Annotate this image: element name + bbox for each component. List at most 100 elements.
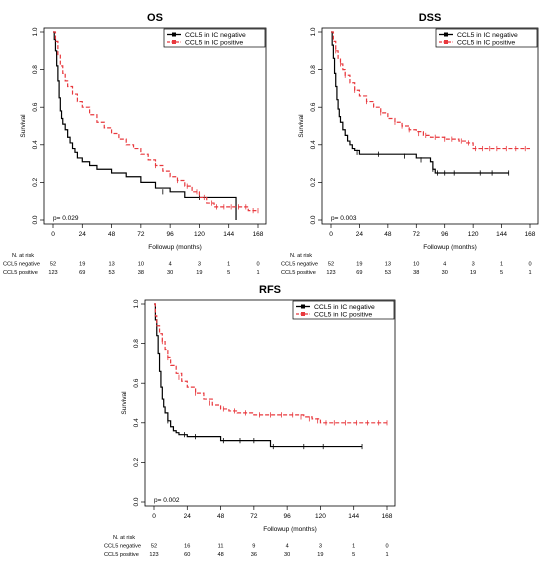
legend-box xyxy=(163,28,266,48)
risk-value: 38 xyxy=(413,270,419,276)
y-tick-label: 0.4 xyxy=(133,418,140,427)
chart-title: RFS xyxy=(259,284,281,296)
x-tick-label: 48 xyxy=(217,513,225,520)
y-tick-label: 0.6 xyxy=(133,378,140,387)
legend-label: CCL5 in IC positive xyxy=(457,39,515,46)
legend-box xyxy=(292,300,395,320)
legend-marker xyxy=(444,32,448,37)
y-axis-label: Survival xyxy=(298,114,305,138)
x-tick-label: 72 xyxy=(250,513,258,520)
legend-marker xyxy=(172,40,176,44)
x-tick-label: 144 xyxy=(348,513,359,520)
risk-value: 19 xyxy=(317,552,323,558)
risk-value: 123 xyxy=(48,270,57,276)
risk-value: 30 xyxy=(167,270,173,276)
risk-value: 10 xyxy=(413,262,419,268)
legend-marker xyxy=(172,32,176,37)
risk-value: 0 xyxy=(385,544,388,550)
survival-curve-positive xyxy=(53,31,258,212)
chart-title: OS xyxy=(147,12,163,24)
risk-value: 4 xyxy=(169,262,172,268)
x-tick-label: 24 xyxy=(79,231,87,238)
risk-row-label: CCL5 negative xyxy=(3,262,40,268)
y-tick-label: 1.0 xyxy=(32,27,39,36)
plot-frame xyxy=(321,27,539,225)
risk-value: 3 xyxy=(472,262,475,268)
x-axis-label: Followup (months) xyxy=(263,526,316,533)
risk-value: 123 xyxy=(149,552,158,558)
y-tick-label: 0.2 xyxy=(133,458,140,467)
risk-value: 36 xyxy=(251,552,257,558)
y-tick-label: 0.6 xyxy=(310,102,317,111)
y-tick-label: 0.8 xyxy=(133,339,140,348)
y-tick-label: 0.8 xyxy=(310,65,317,74)
risk-table-header: N. at risk xyxy=(290,253,312,259)
chart-title: DSS xyxy=(419,12,442,24)
risk-value: 11 xyxy=(218,544,224,550)
x-tick-label: 0 xyxy=(51,231,55,238)
risk-value: 4 xyxy=(286,544,289,550)
km-chart-rfs: RFS 0.0 0.2 0.4 0.6 0.8 1.0 Survival 0 24 48 72 96 12… xyxy=(104,284,396,558)
survival-curve-positive xyxy=(154,303,387,424)
y-tick-label: 0.2 xyxy=(310,178,317,187)
risk-value: 9 xyxy=(252,544,255,550)
x-tick-label: 96 xyxy=(441,231,449,238)
risk-row-label: CCL5 positive xyxy=(104,552,139,558)
risk-value: 5 xyxy=(500,270,503,276)
y-tick-label: 0.4 xyxy=(32,140,39,149)
risk-value: 52 xyxy=(50,262,56,268)
y-axis-label: Survival xyxy=(121,391,128,415)
risk-value: 0 xyxy=(528,262,531,268)
risk-value: 10 xyxy=(138,262,144,268)
risk-value: 52 xyxy=(328,262,334,268)
risk-value: 69 xyxy=(79,270,85,276)
x-tick-label: 96 xyxy=(167,231,175,238)
risk-value: 3 xyxy=(319,544,322,550)
survival-curve-negative xyxy=(331,31,509,174)
legend-label: CCL5 in IC negative xyxy=(314,304,375,311)
risk-value: 1 xyxy=(352,544,355,550)
y-tick-label: 0.0 xyxy=(32,215,39,224)
risk-value: 48 xyxy=(217,552,223,558)
y-tick-label: 0.6 xyxy=(32,102,39,111)
risk-value: 4 xyxy=(443,262,446,268)
y-tick-label: 0.0 xyxy=(133,497,140,506)
p-value: p= 0.003 xyxy=(331,215,357,222)
x-tick-label: 168 xyxy=(253,231,264,238)
x-tick-label: 120 xyxy=(315,513,326,520)
survival-curve-positive xyxy=(331,31,530,150)
legend-marker xyxy=(444,40,448,44)
risk-value: 69 xyxy=(356,270,362,276)
y-tick-label: 0.8 xyxy=(32,65,39,74)
risk-value: 13 xyxy=(385,262,391,268)
x-tick-label: 24 xyxy=(356,231,364,238)
risk-value: 123 xyxy=(326,270,335,276)
legend-label: CCL5 in IC positive xyxy=(185,39,243,46)
p-value: p= 0.002 xyxy=(154,497,180,504)
legend-marker xyxy=(301,312,305,316)
survival-curve-negative xyxy=(53,31,237,220)
x-tick-label: 72 xyxy=(137,231,145,238)
risk-value: 1 xyxy=(256,270,259,276)
risk-value: 52 xyxy=(151,544,157,550)
risk-value: 19 xyxy=(196,270,202,276)
legend-label: CCL5 in IC positive xyxy=(314,311,372,318)
x-axis-label: Followup (months) xyxy=(148,244,201,251)
x-tick-label: 48 xyxy=(108,231,116,238)
y-tick-label: 0.4 xyxy=(310,140,317,149)
risk-value: 1 xyxy=(385,552,388,558)
p-value: p= 0.029 xyxy=(53,215,79,222)
x-tick-label: 168 xyxy=(525,231,536,238)
x-tick-label: 48 xyxy=(384,231,392,238)
legend-label: CCL5 in IC negative xyxy=(185,32,246,39)
x-tick-label: 168 xyxy=(382,513,393,520)
risk-value: 30 xyxy=(442,270,448,276)
x-tick-label: 120 xyxy=(468,231,479,238)
y-tick-label: 0.2 xyxy=(32,178,39,187)
y-tick-label: 1.0 xyxy=(310,27,317,36)
